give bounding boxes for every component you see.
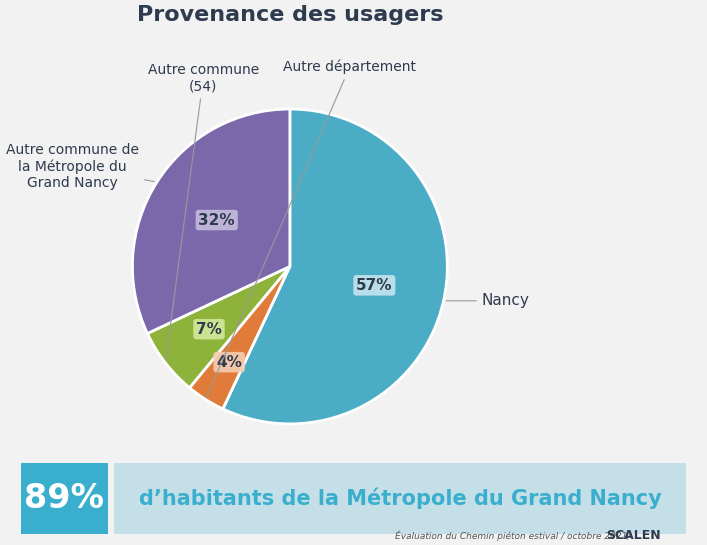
Text: 4%: 4% [216, 355, 242, 370]
Text: 7%: 7% [196, 322, 222, 337]
Text: Autre département: Autre département [206, 60, 416, 397]
Text: d’habitants de la Métropole du Grand Nancy: d’habitants de la Métropole du Grand Nan… [139, 488, 661, 510]
Text: Évaluation du Chemin piéton estival / octobre 2021/: Évaluation du Chemin piéton estival / oc… [395, 530, 630, 541]
FancyBboxPatch shape [115, 463, 686, 534]
Wedge shape [132, 109, 290, 334]
Title: Provenance des usagers: Provenance des usagers [136, 5, 443, 26]
Text: 32%: 32% [199, 213, 235, 228]
Wedge shape [223, 109, 448, 424]
Text: Autre commune de
la Métropole du
Grand Nancy: Autre commune de la Métropole du Grand N… [6, 143, 154, 190]
Wedge shape [148, 267, 290, 387]
Text: Nancy: Nancy [446, 293, 530, 308]
Text: 89%: 89% [25, 482, 105, 515]
Text: Autre commune
(54): Autre commune (54) [148, 63, 259, 360]
FancyBboxPatch shape [21, 463, 107, 534]
Wedge shape [189, 267, 290, 409]
Text: 57%: 57% [356, 278, 392, 293]
Text: SCALEN: SCALEN [607, 529, 661, 542]
